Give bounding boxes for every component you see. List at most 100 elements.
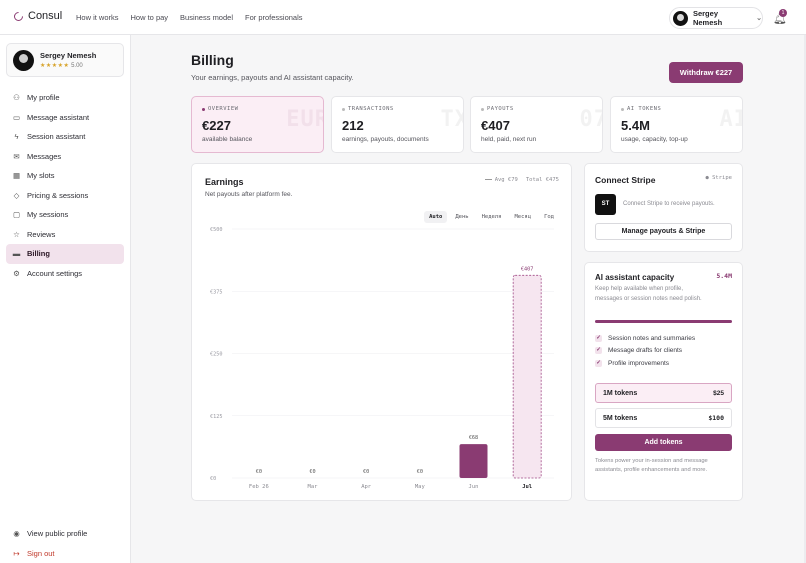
earnings-legend: Avg €79 Total €475: [484, 177, 559, 183]
plan-option-5m[interactable]: 5M tokens $100: [595, 408, 732, 428]
brand-logo[interactable]: Consul: [12, 9, 62, 23]
stat-caption: available balance: [202, 136, 253, 143]
earnings-title: Earnings: [205, 177, 244, 187]
user-menu-button[interactable]: Sergey Nemesh ⌄: [669, 7, 763, 29]
tab-auto[interactable]: Auto: [424, 211, 448, 223]
sidebar-item-label: Message assistant: [27, 112, 90, 122]
sign-out-link[interactable]: ↦ Sign out: [6, 544, 124, 563]
scrollbar[interactable]: [804, 35, 806, 563]
sidebar-item-my-slots[interactable]: ▦ My slots: [6, 166, 124, 186]
calendar-icon: ▦: [12, 171, 21, 181]
stat-value: 212: [342, 118, 364, 133]
page-subtitle: Your earnings, payouts and AI assistant …: [191, 73, 354, 82]
view-public-profile-label: View public profile: [27, 529, 88, 539]
gear-icon: ⚙: [13, 268, 20, 278]
sidebar-item-label: Billing: [27, 249, 50, 259]
ai-token-amount: 5.4M: [716, 272, 732, 280]
add-tokens-button[interactable]: Add tokens: [595, 434, 732, 451]
stat-watermark: TX: [440, 107, 464, 132]
x-tick-label: Jun: [469, 484, 479, 490]
chevron-down-icon: ⌄: [756, 15, 762, 22]
stat-label: TRANSACTIONS: [342, 106, 453, 112]
sidebar-item-message-assistant[interactable]: ▭ Message assistant: [6, 108, 124, 128]
sidebar-nav: ⚇ My profile ▭ Message assistant ϟ Sessi…: [6, 88, 124, 283]
tab-week[interactable]: Неделя: [481, 214, 502, 220]
nav-how-to-pay[interactable]: How to pay: [130, 13, 169, 22]
y-tick-label: €0: [210, 476, 216, 482]
top-bar: Consul How it works How to pay Business …: [0, 0, 806, 35]
sign-out-icon: ↦: [13, 548, 20, 558]
data-label: €0: [417, 469, 423, 475]
stripe-title: Connect Stripe: [595, 175, 656, 185]
connect-stripe-card: Connect Stripe ● Stripe ST Connect Strip…: [584, 163, 743, 252]
stat-card-transactions[interactable]: TRANSACTIONS 212 earnings, payouts, docu…: [331, 96, 464, 153]
stripe-description: Connect Stripe to receive payouts.: [623, 201, 715, 207]
sidebar-item-label: My slots: [27, 171, 55, 181]
data-label: €0: [309, 469, 315, 475]
dash-line-icon: [484, 179, 492, 180]
dot-icon: [342, 107, 345, 111]
feature-label: Profile improvements: [608, 359, 670, 367]
stat-label-text: TRANSACTIONS: [348, 106, 394, 112]
sidebar-item-billing[interactable]: ▬ Billing: [6, 244, 124, 264]
sidebar-item-label: My profile: [27, 93, 60, 103]
tab-day[interactable]: День: [455, 214, 469, 220]
dot-icon: [621, 107, 624, 111]
withdraw-button[interactable]: Withdraw €227: [669, 62, 743, 83]
sidebar-item-account-settings[interactable]: ⚙ Account settings: [6, 264, 124, 284]
stat-card-overview[interactable]: OVERVIEW €227 available balance EUR: [191, 96, 324, 153]
feature-label: Session notes and summaries: [608, 334, 696, 342]
stat-label-text: AI TOKENS: [627, 106, 662, 112]
list-item: ✓ Message drafts for clients: [595, 345, 732, 358]
avatar: [673, 10, 688, 26]
dot-icon: [481, 107, 484, 111]
x-tick-label: May: [415, 484, 426, 490]
sidebar-item-reviews[interactable]: ☆ Reviews: [6, 225, 124, 245]
star-icon: ☆: [13, 229, 20, 239]
nav-business-model[interactable]: Business model: [180, 13, 233, 22]
stat-watermark: AI: [719, 107, 743, 132]
tab-month[interactable]: Месяц: [514, 214, 532, 220]
consul-logo-icon: [12, 9, 25, 23]
earnings-chart: €0 €125 €250 €375 €500 €0 Feb 26 €0 Mar €0 Apr €0 Ma…: [210, 227, 554, 490]
earnings-card: Earnings Net payouts after platform fee.…: [191, 163, 572, 501]
y-tick-label: €250: [210, 352, 223, 358]
check-icon: ✓: [595, 359, 602, 367]
legend-average: Avg €79: [484, 177, 518, 183]
sidebar-item-label: Session assistant: [27, 132, 86, 142]
nav-how-it-works[interactable]: How it works: [76, 13, 119, 22]
y-tick-label: €500: [210, 227, 223, 233]
stat-card-ai-tokens[interactable]: AI TOKENS 5.4M usage, capacity, top-up A…: [610, 96, 743, 153]
chart-bar: [459, 444, 488, 478]
profile-name: Sergey Nemesh: [40, 51, 97, 60]
ai-footnote: Tokens power your in-session and message…: [595, 458, 708, 473]
view-public-profile-link[interactable]: ◉ View public profile: [6, 524, 124, 544]
sidebar-item-messages[interactable]: ✉ Messages: [6, 147, 124, 167]
manage-payouts-button[interactable]: Manage payouts & Stripe: [595, 223, 732, 240]
sidebar-item-pricing-sessions[interactable]: ◇ Pricing & sessions: [6, 186, 124, 206]
stripe-logo: ST: [595, 194, 616, 215]
data-label: €0: [256, 469, 262, 475]
stat-card-payouts[interactable]: PAYOUTS €407 held, paid, next run 07: [470, 96, 603, 153]
stripe-tag: ● Stripe: [706, 175, 733, 181]
data-label: €407: [521, 266, 534, 272]
notification-badge: 1: [779, 9, 787, 17]
stat-label-text: PAYOUTS: [487, 106, 514, 112]
stat-value: €407: [481, 118, 510, 133]
x-tick-label: Feb 26: [249, 484, 269, 490]
nav-for-professionals[interactable]: For professionals: [245, 13, 303, 22]
dot-icon: ●: [705, 175, 713, 181]
sidebar-item-session-assistant[interactable]: ϟ Session assistant: [6, 127, 124, 147]
plan-option-1m[interactable]: 1M tokens $25: [595, 383, 732, 403]
list-item: ✓ Session notes and summaries: [595, 332, 732, 345]
sidebar-item-my-profile[interactable]: ⚇ My profile: [6, 88, 124, 108]
tab-year[interactable]: Год: [544, 214, 554, 220]
stat-watermark: 07: [579, 107, 603, 132]
plan-price: $25: [713, 389, 724, 397]
profile-card[interactable]: Sergey Nemesh ★★★★★ 5.00: [6, 43, 124, 77]
stat-value: €227: [202, 118, 231, 133]
page-title: Billing: [191, 52, 234, 68]
sidebar-item-my-sessions[interactable]: ▢ My sessions: [6, 205, 124, 225]
sidebar-item-label: Account settings: [27, 268, 83, 278]
ai-description: Keep help available when profile, messag…: [595, 286, 702, 302]
